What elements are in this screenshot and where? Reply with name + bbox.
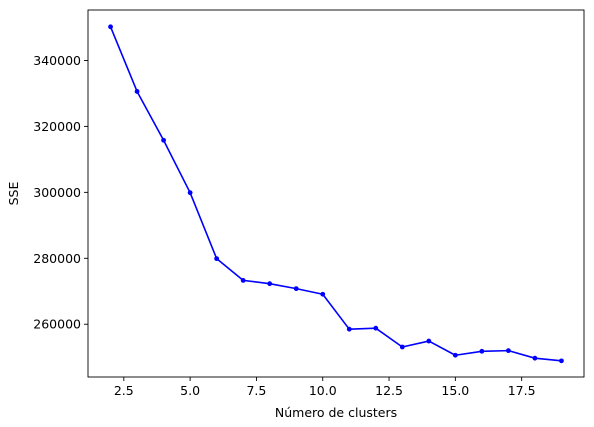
x-tick-label: 5.0 [180,383,200,398]
data-point [559,358,564,364]
y-tick-label: 260000 [33,317,81,332]
x-tick-label: 12.5 [375,383,403,398]
data-point [506,348,511,354]
data-point [399,344,405,350]
data-point [293,286,299,292]
plot-frame [87,9,585,378]
y-tick-label: 320000 [33,119,81,134]
y-tick-label: 340000 [33,53,81,68]
data-point [346,326,352,332]
x-tick-label: 2.5 [114,383,134,398]
x-axis: 2.5 5.0 7.5 10.0 12.5 15.0 17.5 [114,377,536,398]
data-point [452,352,458,358]
data-point [214,256,220,262]
data-point [240,277,246,283]
data-point [373,325,379,331]
data-point [479,348,485,354]
x-axis-label: Número de clusters [275,405,397,420]
data-point [187,190,193,196]
data-point [267,281,273,287]
data-point [108,24,113,30]
series-line [109,26,562,362]
data-point [426,338,432,344]
plot-area [108,24,564,364]
y-tick-label: 300000 [33,185,81,200]
x-tick-label: 10.0 [309,383,337,398]
y-tick-label: 280000 [33,251,81,266]
data-point [532,355,538,361]
y-axis-label: SSE [6,182,21,206]
x-tick-label: 15.0 [441,383,469,398]
data-point [134,89,140,94]
x-tick-label: 7.5 [246,383,266,398]
y-axis: 260000 280000 300000 320000 340000 [33,53,88,332]
data-point [320,291,326,297]
data-point [161,137,166,143]
x-tick-label: 17.5 [508,383,536,398]
